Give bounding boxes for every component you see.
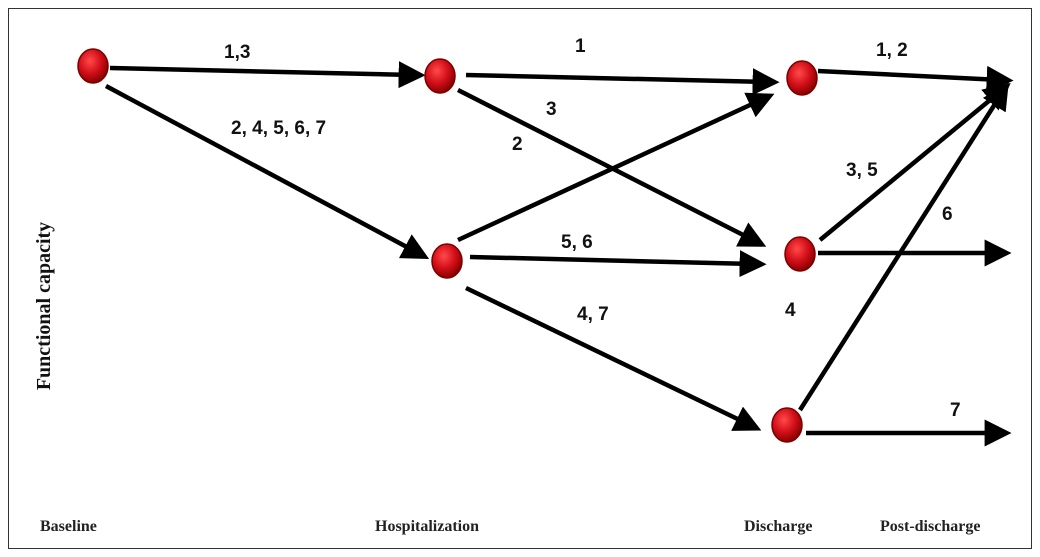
stage-label-post-discharge: Post-discharge	[880, 518, 980, 535]
arrow-dis-high-to-post-high	[817, 65, 1014, 93]
arrow-hosp-high-to-dis-high	[465, 68, 780, 96]
label-baseline-to-hosp-low: 2, 4, 5, 6, 7	[231, 118, 326, 139]
label-hosp-low-to-dis-high: 2	[512, 134, 523, 155]
label-dis-low-to-post-high: 6	[942, 204, 953, 225]
arrow-hosp-low-to-dis-mid	[469, 250, 767, 278]
stage-label-discharge: Discharge	[744, 518, 812, 535]
stage-labels: Baseline Hospitalization Discharge Post-…	[40, 518, 980, 535]
label-baseline-to-hosp-high: 1,3	[224, 42, 250, 63]
label-dis-high-to-post-high: 1, 2	[876, 40, 908, 61]
label-dis-low-to-post-low: 7	[950, 400, 961, 421]
node-discharge-high	[786, 60, 818, 96]
nodes	[77, 48, 818, 443]
edge-labels: 1,3 2, 4, 5, 6, 7 1 3 2 5, 6 4, 7 1, 2 3…	[224, 36, 961, 421]
label-hosp-low-to-dis-low: 4, 7	[577, 304, 609, 325]
node-baseline	[77, 48, 109, 84]
label-dis-mid-to-post-mid: 4	[785, 300, 796, 321]
stage-label-baseline: Baseline	[40, 518, 97, 535]
arrow-baseline-to-hosp-high	[109, 61, 426, 89]
arrow-dis-mid-to-post-high	[818, 82, 1011, 242]
node-discharge-low	[771, 407, 803, 443]
arrow-hosp-low-to-dis-high	[457, 92, 775, 243]
stage-label-hospitalization: Hospitalization	[375, 518, 479, 535]
node-discharge-mid	[784, 236, 816, 272]
label-hosp-low-to-dis-mid: 5, 6	[561, 232, 593, 253]
node-hosp-high	[424, 58, 456, 94]
label-hosp-high-to-dis-mid: 3	[546, 99, 557, 120]
arrow-baseline-to-hosp-low	[104, 84, 430, 259]
arrows	[104, 61, 1014, 447]
label-hosp-high-to-dis-high: 1	[575, 36, 586, 57]
arrow-hosp-low-to-dis-low	[465, 285, 762, 431]
node-hosp-low	[431, 243, 463, 279]
label-dis-mid-to-post-high: 3, 5	[846, 160, 878, 181]
diagram-frame	[8, 8, 1032, 549]
arrow-hosp-high-to-dis-mid	[456, 87, 767, 247]
y-axis-label: Functional capacity	[33, 222, 55, 390]
